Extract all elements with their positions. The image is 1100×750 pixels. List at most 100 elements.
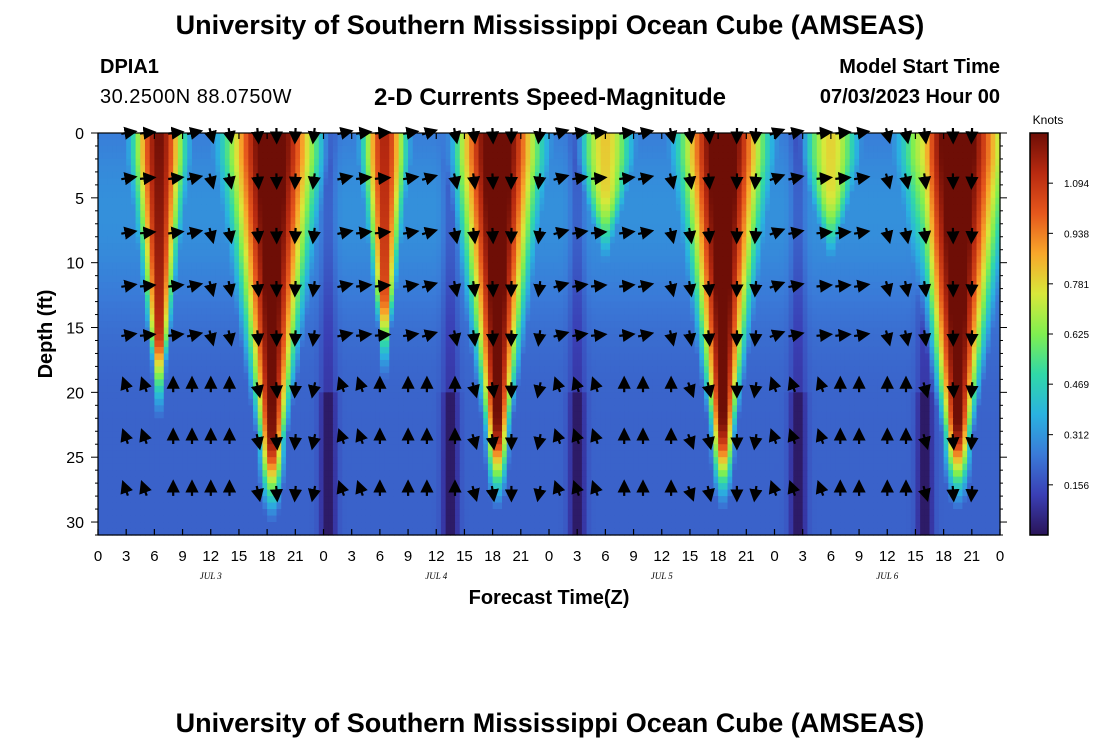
- heatmap-cell: [638, 236, 644, 244]
- heatmap-cell: [436, 249, 442, 257]
- heatmap-cell: [689, 249, 696, 257]
- heatmap-cell: [553, 145, 559, 154]
- heatmap-cell: [990, 269, 996, 277]
- heatmap-cell: [891, 249, 898, 257]
- heatmap-cell: [337, 197, 343, 205]
- heatmap-cell: [534, 204, 541, 212]
- heatmap-cell: [210, 184, 217, 192]
- heatmap-cell: [135, 197, 141, 205]
- heatmap-cell: [624, 197, 630, 205]
- heatmap-cell: [534, 139, 541, 147]
- heatmap-cell: [699, 165, 705, 173]
- heatmap-cell: [323, 269, 329, 277]
- heatmap-cell: [191, 249, 198, 257]
- heatmap-cell: [600, 295, 606, 303]
- heatmap-cell: [591, 236, 597, 244]
- heatmap-cell: [652, 178, 658, 186]
- heatmap-cell: [483, 223, 489, 231]
- heatmap-cell: [967, 171, 973, 179]
- heatmap-cell: [774, 288, 780, 296]
- heatmap-cell: [896, 197, 902, 205]
- heatmap-cell: [718, 171, 724, 179]
- heatmap-cell: [943, 158, 949, 167]
- heatmap-cell: [116, 230, 123, 238]
- heatmap-cell: [694, 158, 700, 167]
- heatmap-cell: [591, 210, 597, 218]
- heatmap-cell: [384, 243, 390, 251]
- heatmap-cell: [807, 217, 813, 225]
- heatmap-cell: [741, 204, 747, 212]
- heatmap-cell: [525, 288, 531, 296]
- heatmap-cell: [267, 269, 273, 277]
- heatmap-cell: [220, 275, 226, 283]
- heatmap-cell: [511, 191, 517, 199]
- heatmap-cell: [619, 184, 625, 192]
- heatmap-cell: [816, 262, 823, 270]
- heatmap-cell: [248, 249, 254, 257]
- heatmap-cell: [906, 204, 912, 212]
- heatmap-cell: [610, 269, 616, 277]
- heatmap-cell: [727, 204, 733, 212]
- heatmap-cell: [436, 139, 442, 147]
- heatmap-cell: [365, 288, 372, 296]
- heatmap-cell: [779, 217, 785, 225]
- heatmap-cell: [816, 249, 823, 257]
- heatmap-cell: [492, 256, 498, 264]
- heatmap-cell: [487, 158, 494, 167]
- heatmap-cell: [797, 139, 804, 147]
- heatmap-cell: [393, 262, 400, 270]
- heatmap-cell: [699, 256, 705, 264]
- heatmap-cell: [741, 158, 747, 167]
- heatmap-cell: [304, 243, 311, 251]
- heatmap-cell: [657, 210, 663, 218]
- heatmap-cell: [976, 282, 982, 290]
- heatmap-cell: [943, 295, 949, 303]
- heatmap-cell: [262, 158, 268, 167]
- heatmap-cell: [990, 197, 996, 205]
- heatmap-cell: [351, 223, 357, 231]
- heatmap-cell: [844, 275, 851, 283]
- heatmap-cell: [812, 243, 818, 251]
- heatmap-cell: [229, 145, 235, 154]
- heatmap-cell: [685, 139, 691, 147]
- heatmap-cell: [314, 223, 320, 231]
- heatmap-cell: [196, 210, 202, 218]
- heatmap-cell: [793, 262, 799, 270]
- heatmap-cell: [600, 204, 606, 212]
- heatmap-cell: [920, 249, 926, 257]
- heatmap-cell: [492, 243, 498, 251]
- heatmap-cell: [957, 269, 964, 277]
- heatmap-cell: [502, 184, 508, 192]
- heatmap-cell: [924, 210, 931, 218]
- heatmap-cell: [450, 158, 456, 167]
- heatmap-cell: [431, 282, 437, 290]
- heatmap-cell: [370, 152, 376, 160]
- heatmap-cell: [361, 210, 367, 218]
- heatmap-cell: [431, 243, 437, 251]
- heatmap-cell: [755, 210, 762, 218]
- heatmap-cell: [882, 269, 888, 277]
- heatmap-cell: [661, 133, 668, 141]
- heatmap-cell: [487, 243, 494, 251]
- heatmap-cell: [699, 223, 705, 231]
- heatmap-cell: [807, 178, 813, 186]
- heatmap-cell: [915, 184, 921, 192]
- heatmap-cell: [633, 152, 639, 160]
- heatmap-cell: [624, 256, 630, 264]
- heatmap-cell: [191, 295, 198, 303]
- heatmap-cell: [487, 256, 494, 264]
- heatmap-cell: [201, 230, 207, 238]
- heatmap-cell: [906, 243, 912, 251]
- heatmap-cell: [704, 210, 710, 218]
- heatmap-cell: [614, 204, 621, 212]
- heatmap-cell: [896, 171, 902, 179]
- heatmap-cell: [694, 223, 700, 231]
- heatmap-cell: [802, 236, 808, 244]
- heatmap-cell: [699, 262, 705, 270]
- heatmap-cell: [741, 256, 747, 264]
- heatmap-cell: [732, 184, 738, 192]
- heatmap-cell: [126, 210, 132, 218]
- heatmap-cell: [647, 191, 653, 199]
- heatmap-cell: [276, 152, 282, 160]
- heatmap-cell: [98, 165, 104, 173]
